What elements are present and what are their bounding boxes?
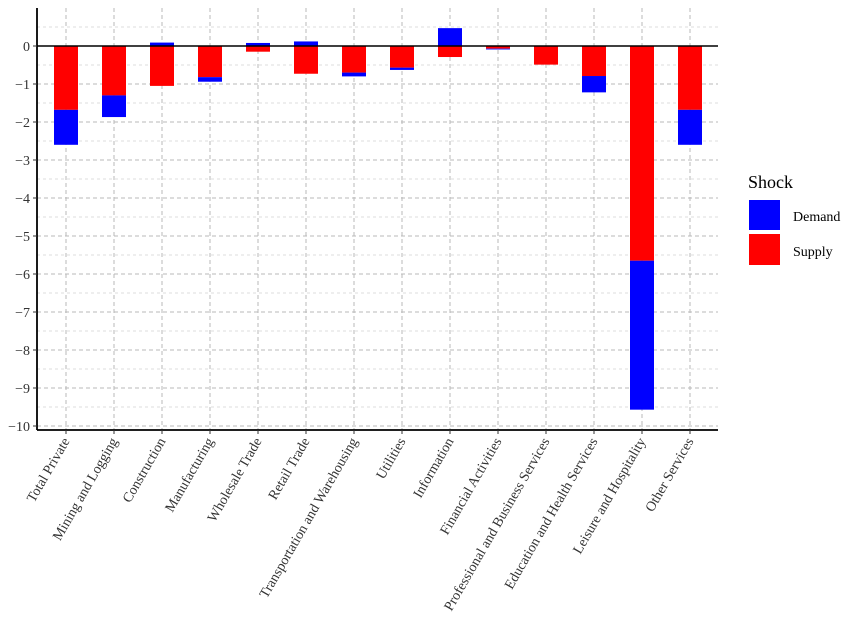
y-tick-label: −2 [15, 116, 30, 131]
bar-supply-mining-and-logging [102, 46, 126, 96]
bar-demand-leisure-and-hospitality [630, 260, 654, 410]
x-tick-label: Education and Health Services [502, 436, 601, 593]
y-tick-label: −8 [15, 344, 30, 359]
x-tick-label: Information [411, 436, 457, 501]
bar-supply-construction [150, 46, 174, 86]
bar-demand-transportation-and-warehousing [342, 72, 366, 77]
bar-demand-information [438, 28, 462, 46]
y-tick-label: −7 [15, 306, 30, 321]
legend-title: Shock [748, 172, 793, 192]
x-tick-label: Total Private [25, 436, 74, 506]
grid-layer [37, 8, 718, 430]
legend-swatch-supply [749, 234, 780, 265]
y-tick-label: −6 [15, 268, 30, 283]
bar-supply-transportation-and-warehousing [342, 46, 366, 73]
y-tick-label: −1 [15, 78, 30, 93]
y-tick-label: −3 [15, 154, 30, 169]
y-tick-label: −10 [8, 420, 30, 435]
bars-layer [54, 28, 702, 410]
bar-supply-other-services [678, 46, 702, 110]
y-tick-label: −5 [15, 230, 30, 245]
legend-swatch-demand [749, 200, 780, 230]
legend: Shock Demand Supply [748, 172, 840, 265]
bar-demand-wholesale-trade [246, 42, 270, 46]
y-tick-label: −4 [15, 192, 30, 207]
x-tick-label: Retail Trade [266, 436, 313, 503]
bar-demand-utilities [390, 67, 414, 70]
bar-supply-manufacturing [198, 46, 222, 78]
x-tick-label: Manufacturing [163, 436, 218, 516]
bar-demand-construction [150, 42, 174, 46]
bar-supply-education-and-health-services [582, 46, 606, 77]
bar-demand-education-and-health-services [582, 76, 606, 93]
y-tick-label: 0 [23, 40, 30, 55]
x-tick-label: Utilities [374, 436, 410, 483]
bar-supply-wholesale-trade [246, 46, 270, 52]
legend-label-demand: Demand [793, 210, 840, 225]
bar-demand-mining-and-logging [102, 95, 126, 118]
bar-demand-other-services [678, 109, 702, 145]
bar-supply-professional-and-business-services [534, 46, 558, 65]
bar-supply-leisure-and-hospitality [630, 46, 654, 261]
bar-demand-manufacturing [198, 77, 222, 82]
bar-supply-utilities [390, 46, 414, 68]
bar-supply-retail-trade [294, 46, 318, 74]
bar-demand-total-private [54, 109, 78, 145]
legend-label-supply: Supply [793, 245, 833, 260]
x-tick-label: Construction [120, 436, 169, 506]
bar-supply-total-private [54, 46, 78, 110]
bar-demand-financial-activities [486, 48, 510, 50]
bar-supply-financial-activities [486, 46, 510, 49]
y-tick-label: −9 [15, 382, 30, 397]
x-tick-label: Transportation and Warehousing [257, 436, 361, 601]
bar-demand-retail-trade [294, 41, 318, 46]
x-tick-label: Other Services [643, 436, 697, 515]
x-tick-label: Wholesale Trade [205, 436, 265, 525]
bar-supply-information [438, 46, 462, 58]
